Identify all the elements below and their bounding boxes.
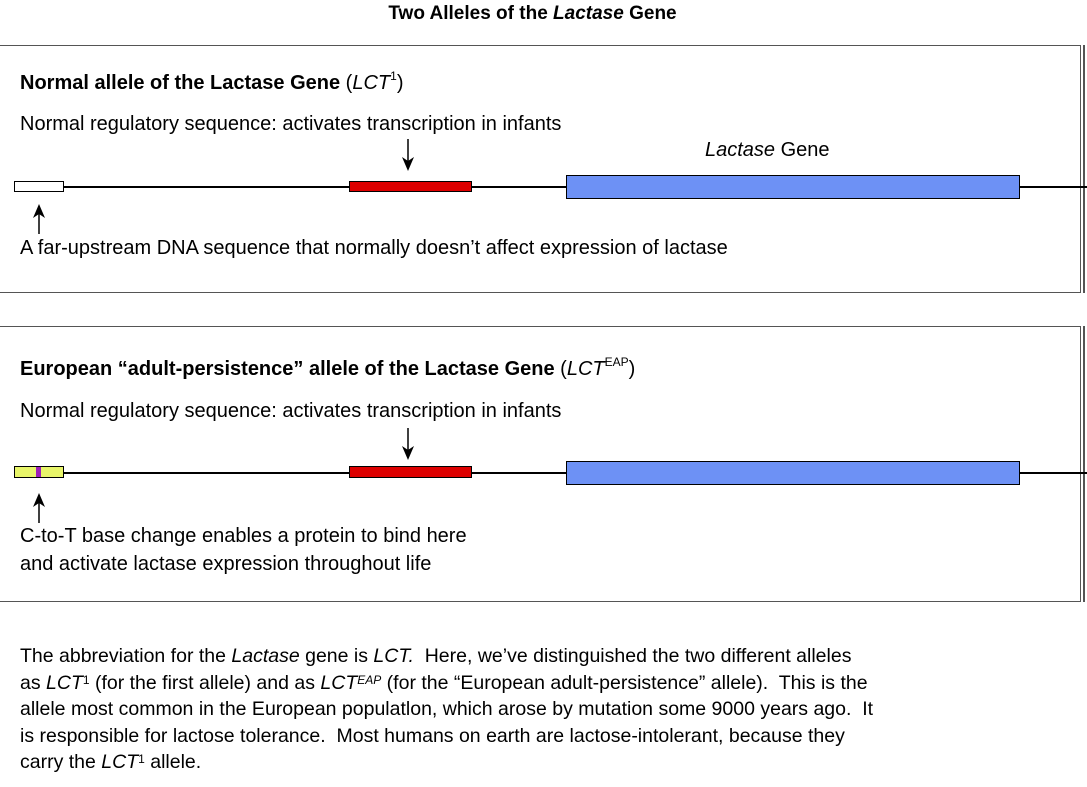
base-change-mark	[36, 467, 41, 477]
dna-strand	[14, 186, 1087, 188]
panel-edge-mark	[1083, 326, 1085, 602]
dna-strand	[14, 472, 1087, 474]
diagram-title: Two Alleles of the Lactase Gene	[388, 3, 677, 24]
upstream-caption: A far-upstream DNA sequence that normall…	[20, 237, 728, 259]
upstream-arrow	[33, 204, 45, 234]
panel-edge-mark	[1083, 45, 1085, 293]
adult-persistence-allele-panel	[0, 326, 1081, 602]
normal-allele-heading: Normal allele of the Lactase Gene (LCT1)	[20, 69, 404, 94]
mutation-caption-line2: and activate lactase expression througho…	[20, 553, 432, 575]
paragraph-line: as LCT1 (for the first allele) and as LC…	[20, 671, 868, 694]
regulatory-arrow	[402, 139, 414, 171]
paragraph-line: carry the LCT1 allele.	[20, 751, 202, 773]
paragraph-line: is responsible for lactose tolerance. Mo…	[20, 724, 845, 747]
lactase-gene-box	[566, 461, 1020, 485]
regulatory-sequence-box	[349, 466, 472, 478]
explanation-paragraph: The abbreviation for the Lactase gene is…	[20, 643, 1080, 776]
regulatory-arrow	[402, 428, 414, 460]
lactase-gene-label: Lactase Gene	[705, 139, 830, 161]
upstream-sequence-box	[14, 181, 64, 192]
mutation-arrow	[33, 493, 45, 523]
adult-persistence-heading: European “adult-persistence” allele of t…	[20, 355, 636, 380]
paragraph-line: allele most common in the European popul…	[20, 698, 874, 720]
lactase-gene-box	[566, 175, 1020, 199]
regulatory-sequence-box	[349, 181, 472, 192]
mutation-caption-line1: C-to-T base change enables a protein to …	[20, 525, 467, 547]
regulatory-sequence-label: Normal regulatory sequence: activates tr…	[20, 113, 562, 135]
regulatory-sequence-label: Normal regulatory sequence: activates tr…	[20, 400, 562, 422]
paragraph-line: The abbreviation for the Lactase gene is…	[20, 645, 852, 667]
normal-allele-panel	[0, 45, 1081, 293]
